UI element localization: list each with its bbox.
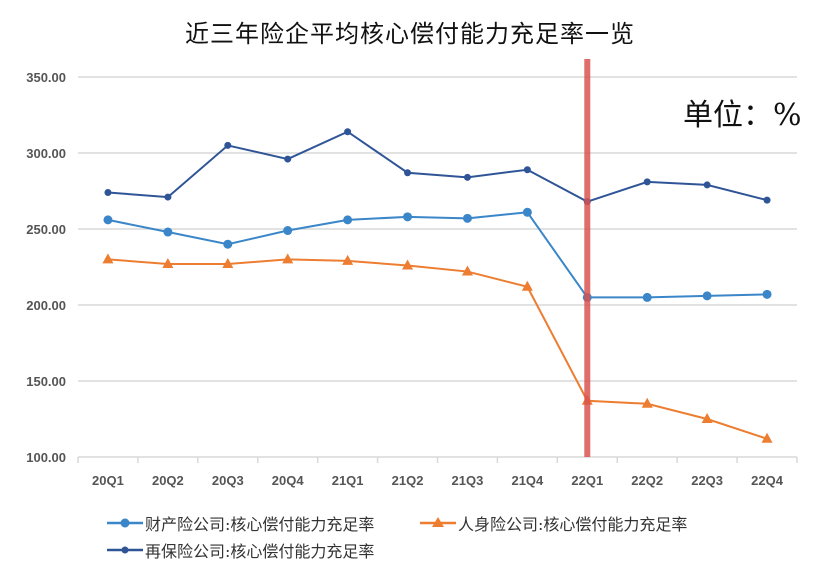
legend-item-reinsurance: 再保险公司:核心偿付能力充足率 xyxy=(105,538,374,562)
x-tick-label: 20Q3 xyxy=(212,473,244,488)
legend-label: 财产险公司:核心偿付能力充足率 xyxy=(145,515,375,534)
data-point xyxy=(761,432,773,443)
data-point xyxy=(342,254,354,265)
data-point xyxy=(523,166,531,174)
legend-label: 人身险公司:核心偿付能力充足率 xyxy=(458,515,688,534)
data-point xyxy=(461,265,473,276)
data-point xyxy=(284,155,292,163)
data-point xyxy=(224,141,232,149)
data-point xyxy=(642,292,652,302)
data-point xyxy=(463,173,471,181)
y-tick-label: 200.00 xyxy=(26,298,66,313)
series-line xyxy=(107,258,768,440)
y-tick-label: 300.00 xyxy=(26,146,66,161)
data-point xyxy=(403,212,413,222)
data-point xyxy=(344,128,352,136)
legend-label: 再保险公司:核心偿付能力充足率 xyxy=(145,542,375,561)
data-point xyxy=(283,226,293,236)
data-point xyxy=(701,413,713,423)
legend-item-life: 人身险公司:核心偿付能力充足率 xyxy=(418,511,687,535)
data-point xyxy=(762,289,772,299)
x-tick-label: 20Q4 xyxy=(272,473,305,488)
y-tick-label: 350.00 xyxy=(26,70,66,85)
series-line xyxy=(107,130,768,203)
x-tick-label: 22Q1 xyxy=(571,473,603,488)
data-point xyxy=(402,259,414,270)
data-point xyxy=(162,257,174,268)
data-point xyxy=(462,213,472,223)
x-tick-label: 20Q1 xyxy=(92,473,124,488)
data-point xyxy=(703,181,711,189)
x-tick-label: 22Q4 xyxy=(751,473,784,488)
data-point xyxy=(103,215,113,225)
legend-marker-circle-icon xyxy=(107,518,143,528)
data-point xyxy=(702,291,712,301)
data-point xyxy=(763,196,771,204)
legend-marker-triangle-icon xyxy=(420,517,456,527)
data-point xyxy=(222,257,234,268)
x-tick-label: 20Q2 xyxy=(152,473,184,488)
x-tick-label: 21Q4 xyxy=(511,473,544,488)
y-tick-label: 100.00 xyxy=(26,450,66,465)
data-point xyxy=(164,193,172,201)
y-tick-label: 150.00 xyxy=(26,374,66,389)
series-line xyxy=(107,211,768,299)
data-point xyxy=(522,207,532,217)
data-point xyxy=(343,215,353,225)
x-tick-label: 21Q3 xyxy=(452,473,484,488)
unit-annotation: 单位：% xyxy=(683,98,802,133)
data-point xyxy=(223,239,233,249)
legend-item-property: 财产险公司:核心偿付能力充足率 xyxy=(105,511,374,535)
data-point xyxy=(404,169,412,177)
y-tick-label: 250.00 xyxy=(26,222,66,237)
data-point xyxy=(102,253,114,264)
x-tick-label: 21Q1 xyxy=(332,473,364,488)
data-point xyxy=(641,397,653,408)
data-point xyxy=(643,178,651,186)
x-tick-label: 22Q3 xyxy=(691,473,723,488)
chart-title: 近三年险企平均核心偿付能力充足率一览 xyxy=(185,20,635,48)
legend-marker-dot-icon xyxy=(107,546,143,554)
data-point xyxy=(521,280,533,291)
x-tick-label: 22Q2 xyxy=(631,473,663,488)
data-point xyxy=(104,189,112,197)
data-point xyxy=(282,253,294,264)
data-point xyxy=(163,227,173,237)
x-tick-label: 21Q2 xyxy=(392,473,424,488)
